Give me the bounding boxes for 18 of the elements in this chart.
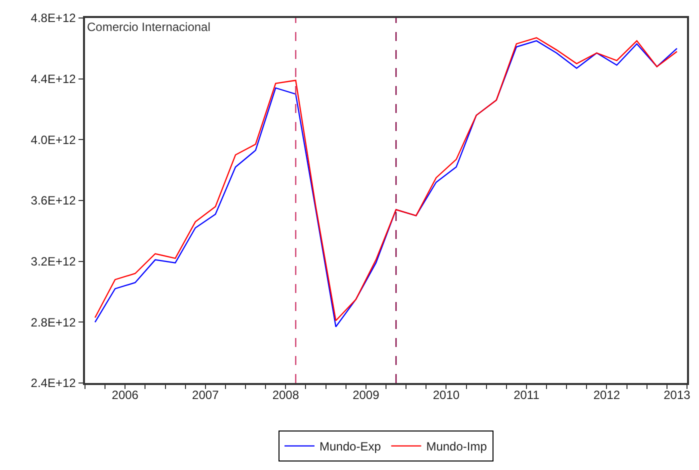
legend-label: Mundo-Exp — [320, 440, 382, 454]
y-tick-label: 3.6E+12 — [30, 194, 76, 208]
y-tick-label: 4.8E+12 — [30, 11, 76, 26]
annotation: Comercio Internacional — [87, 20, 210, 34]
legend-label: Mundo-Imp — [426, 440, 488, 454]
x-tick-label: 2010 — [432, 388, 460, 402]
x-tick-label: 2009 — [352, 388, 380, 402]
y-tick-label: 4.0E+12 — [30, 132, 76, 147]
y-tick-label: 2.8E+12 — [30, 315, 76, 330]
x-tick-label: 2013 — [664, 388, 691, 402]
y-tick-label: 4.4E+12 — [30, 72, 76, 86]
x-tick-label: 2008 — [272, 388, 300, 402]
x-tick-label: 2011 — [514, 388, 540, 402]
x-tick-label: 2012 — [593, 388, 620, 402]
y-tick-label: 2.4E+12 — [30, 376, 76, 390]
x-tick-label: 2006 — [112, 388, 139, 402]
y-tick-label: 3.2E+12 — [30, 254, 76, 269]
x-tick-label: 2007 — [192, 388, 220, 402]
